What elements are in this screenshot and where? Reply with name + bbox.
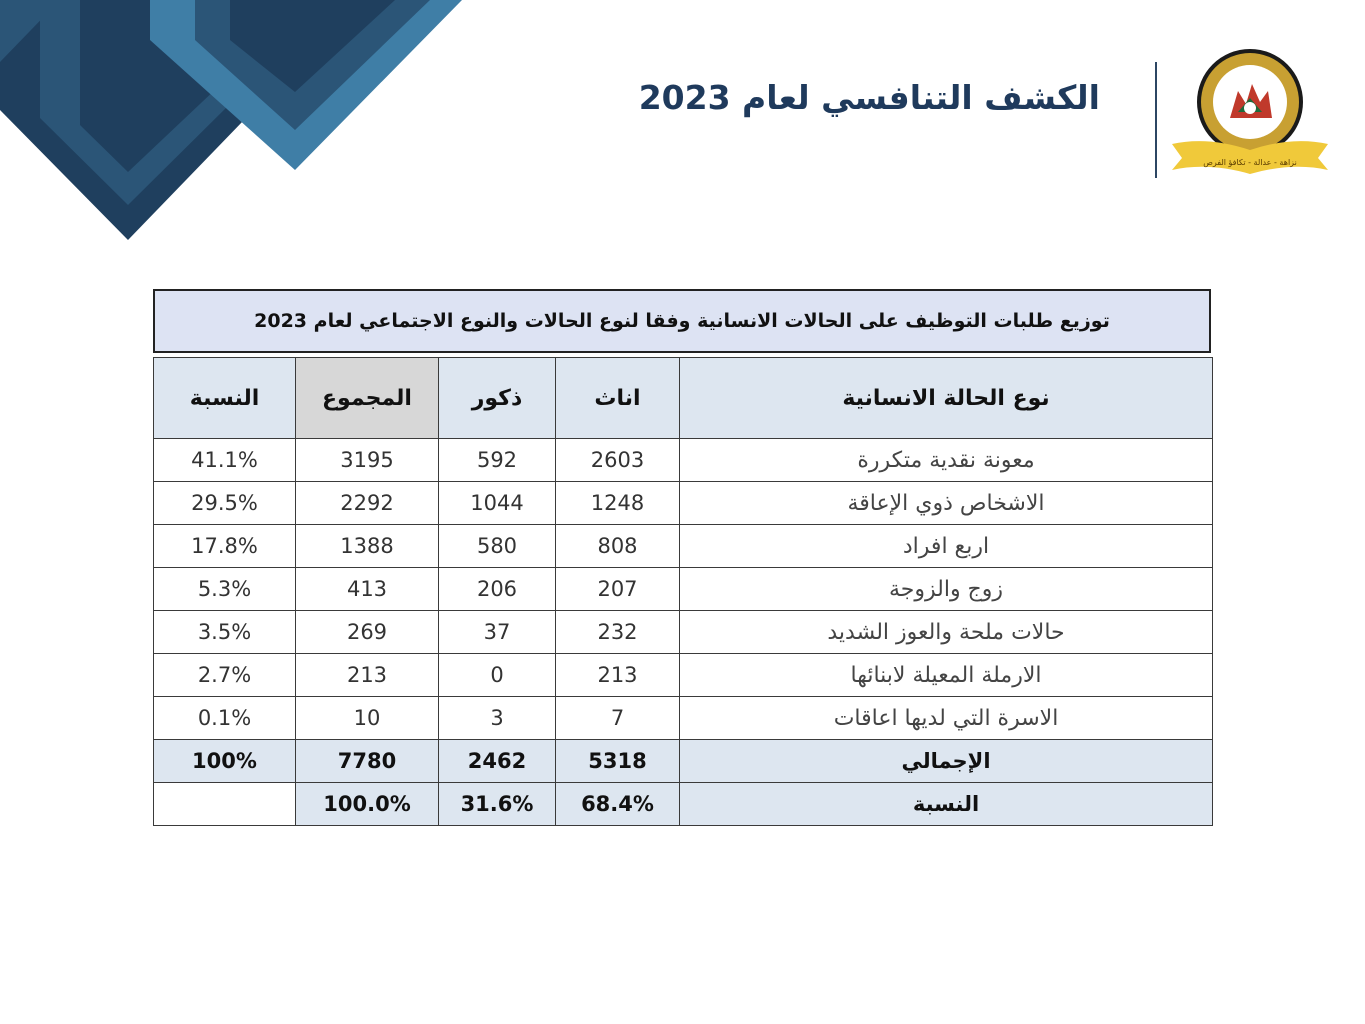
female-cell: 1248 bbox=[555, 481, 680, 525]
female-cell: 7 bbox=[555, 696, 680, 740]
case-type-cell: اربع افراد bbox=[679, 524, 1213, 568]
table-row: حالات ملحة والعوز الشديد 232 37 269 3.5% bbox=[153, 610, 1213, 654]
percent-cell: 2.7% bbox=[153, 653, 296, 697]
total-percent-share-cell: 100.0% bbox=[295, 782, 439, 826]
total-percent-cell: 100% bbox=[153, 739, 296, 783]
table-caption: توزيع طلبات التوظيف على الحالات الانساني… bbox=[153, 289, 1211, 353]
logo-banner-text: نزاهة - عدالة - تكافؤ الفرص bbox=[1203, 158, 1297, 167]
percent-cell: 29.5% bbox=[153, 481, 296, 525]
page-title: الكشف التنافسي لعام 2023 bbox=[638, 78, 1100, 117]
total-female-cell: 5318 bbox=[555, 739, 680, 783]
male-cell: 3 bbox=[438, 696, 556, 740]
table-row: الاشخاص ذوي الإعاقة 1248 1044 2292 29.5% bbox=[153, 481, 1213, 525]
case-type-cell: الاشخاص ذوي الإعاقة bbox=[679, 481, 1213, 525]
table-percent-row: النسبة 68.4% 31.6% 100.0% bbox=[153, 782, 1213, 826]
total-cell: 413 bbox=[295, 567, 439, 611]
case-type-cell: الاسرة التي لديها اعاقات bbox=[679, 696, 1213, 740]
female-percent-cell: 68.4% bbox=[555, 782, 680, 826]
female-cell: 808 bbox=[555, 524, 680, 568]
male-cell: 0 bbox=[438, 653, 556, 697]
header-divider bbox=[1155, 62, 1157, 178]
grand-total-cell: 7780 bbox=[295, 739, 439, 783]
male-percent-cell: 31.6% bbox=[438, 782, 556, 826]
table-row: الارملة المعيلة لابنائها 213 0 213 2.7% bbox=[153, 653, 1213, 697]
case-type-cell: معونة نقدية متكررة bbox=[679, 438, 1213, 482]
case-type-cell: حالات ملحة والعوز الشديد bbox=[679, 610, 1213, 654]
total-cell: 213 bbox=[295, 653, 439, 697]
male-cell: 592 bbox=[438, 438, 556, 482]
total-male-cell: 2462 bbox=[438, 739, 556, 783]
column-header-total: المجموع bbox=[295, 357, 439, 439]
male-cell: 206 bbox=[438, 567, 556, 611]
percent-cell: 41.1% bbox=[153, 438, 296, 482]
table-row: الاسرة التي لديها اعاقات 7 3 10 0.1% bbox=[153, 696, 1213, 740]
table-header-row: نوع الحالة الانسانية اناث ذكور المجموع ا… bbox=[153, 357, 1213, 439]
table-row: زوج والزوجة 207 206 413 5.3% bbox=[153, 567, 1213, 611]
table-total-row: الإجمالي 5318 2462 7780 100% bbox=[153, 739, 1213, 783]
female-cell: 2603 bbox=[555, 438, 680, 482]
total-cell: 3195 bbox=[295, 438, 439, 482]
percent-cell: 5.3% bbox=[153, 567, 296, 611]
total-cell: 10 bbox=[295, 696, 439, 740]
column-header-female: اناث bbox=[555, 357, 680, 439]
decorative-chevrons bbox=[0, 0, 462, 240]
case-type-cell: زوج والزوجة bbox=[679, 567, 1213, 611]
male-cell: 1044 bbox=[438, 481, 556, 525]
percent-cell: 17.8% bbox=[153, 524, 296, 568]
total-row-label: الإجمالي bbox=[679, 739, 1213, 783]
case-type-cell: الارملة المعيلة لابنائها bbox=[679, 653, 1213, 697]
total-cell: 2292 bbox=[295, 481, 439, 525]
female-cell: 207 bbox=[555, 567, 680, 611]
empty-cell bbox=[153, 782, 296, 826]
table-row: اربع افراد 808 580 1388 17.8% bbox=[153, 524, 1213, 568]
column-header-percent: النسبة bbox=[153, 357, 296, 439]
humanitarian-cases-table: نوع الحالة الانسانية اناث ذكور المجموع ا… bbox=[153, 357, 1213, 826]
female-cell: 213 bbox=[555, 653, 680, 697]
percent-cell: 0.1% bbox=[153, 696, 296, 740]
column-header-male: ذكور bbox=[438, 357, 556, 439]
percent-row-label: النسبة bbox=[679, 782, 1213, 826]
male-cell: 580 bbox=[438, 524, 556, 568]
percent-cell: 3.5% bbox=[153, 610, 296, 654]
total-cell: 269 bbox=[295, 610, 439, 654]
civil-service-bureau-logo-icon: نزاهة - عدالة - تكافؤ الفرص bbox=[1172, 49, 1328, 174]
table-row: معونة نقدية متكررة 2603 592 3195 41.1% bbox=[153, 438, 1213, 482]
column-header-type: نوع الحالة الانسانية bbox=[679, 357, 1213, 439]
male-cell: 37 bbox=[438, 610, 556, 654]
female-cell: 232 bbox=[555, 610, 680, 654]
total-cell: 1388 bbox=[295, 524, 439, 568]
